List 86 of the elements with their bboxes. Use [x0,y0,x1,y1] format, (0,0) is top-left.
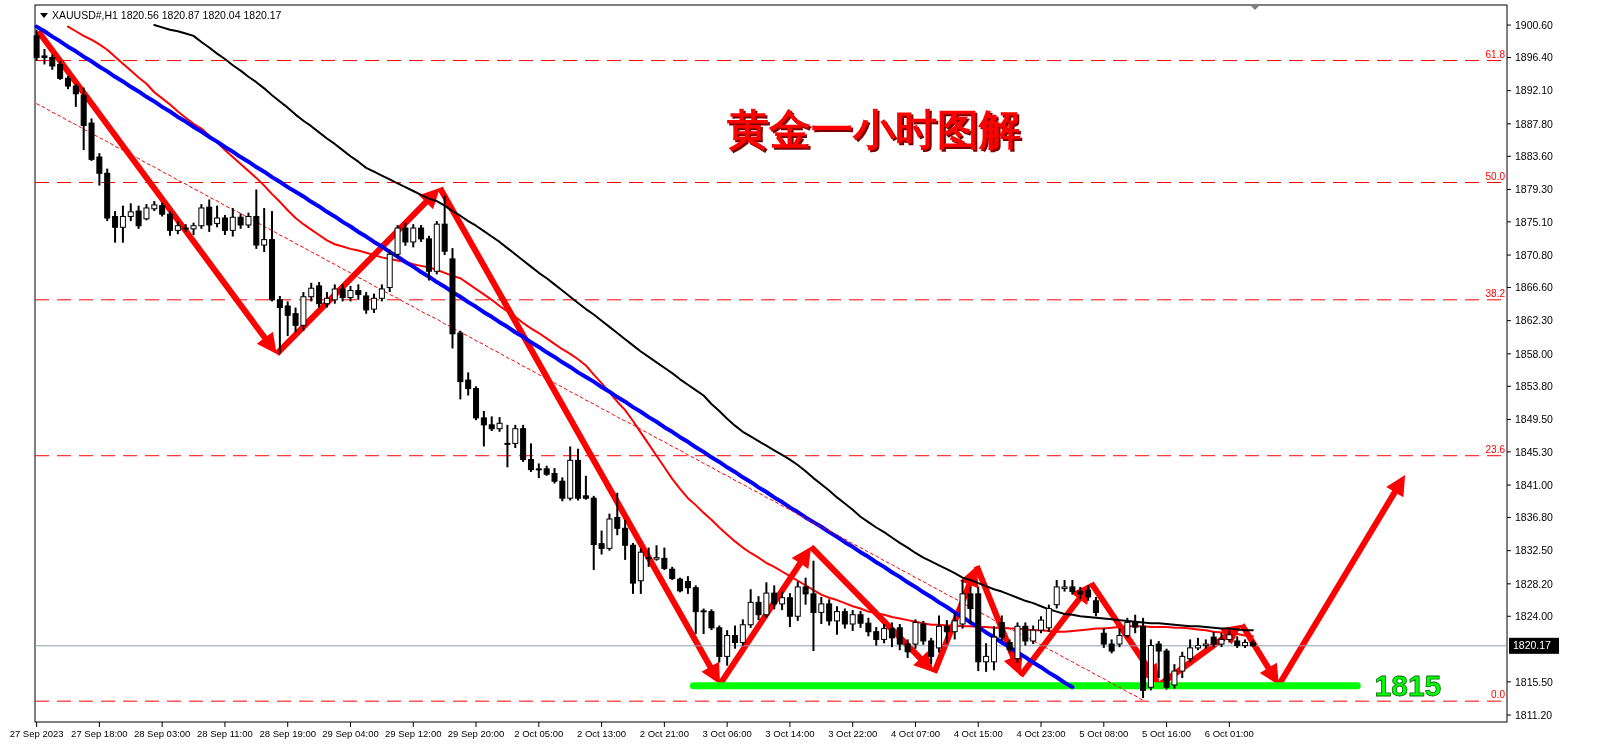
candlestick [724,629,731,667]
x-tick-label: 29 Sep 20:00 [447,728,505,739]
y-tick-label: 1815.50 [1515,675,1554,688]
candlestick [363,291,370,315]
y-tick-label: 1892.10 [1515,84,1554,97]
candlestick [834,605,840,636]
annotation: 23.6 [1485,443,1506,455]
x-tick-label: 6 Oct 01:00 [1204,728,1254,739]
y-tick-label: 1879.30 [1515,183,1554,196]
x-tick-label: 2 Oct 05:00 [514,728,564,739]
candlestick [739,618,746,647]
y-tick-label: 1887.80 [1515,117,1554,130]
x-tick-label: 3 Oct 14:00 [765,728,815,739]
annotation: 38.2 [1485,287,1506,299]
y-tick-label: 1811.20 [1515,708,1553,721]
candlestick [1030,624,1037,646]
y-tick-label: 1849.50 [1515,413,1554,426]
candlestick [465,371,472,397]
candlestick [826,598,833,627]
x-tick-label: 4 Oct 23:00 [1016,728,1066,739]
y-tick-label: 1896.40 [1515,51,1554,64]
y-tick-label: 1870.80 [1515,248,1554,261]
y-tick-label: 1828.20 [1515,577,1554,590]
text: 黄金一小时图解 [729,107,1023,156]
candlestick [998,614,1005,642]
y-tick-label: 1841.00 [1515,478,1554,491]
candlestick [731,624,738,650]
x-tick-label: 29 Sep 04:00 [322,728,379,739]
y-tick-label: 1862.30 [1515,314,1554,327]
x-tick-label: 5 Oct 16:00 [1142,728,1192,739]
y-tick-label: 1883.60 [1515,149,1554,162]
ref-line-label: 1820.17 [1513,639,1552,652]
y-tick-label: 1845.30 [1515,445,1554,458]
y-tick-label: 1875.10 [1515,215,1554,228]
annotation: 50.0 [1485,170,1506,182]
candlestick [261,206,268,253]
candlestick [881,622,888,645]
line-series [34,24,1075,690]
candlestick [57,59,64,81]
candlestick [167,210,173,237]
x-tick-label: 2 Oct 21:00 [639,728,689,739]
y-tick-label: 1858.00 [1515,347,1554,360]
candlestick [221,213,228,236]
x-tick-label: 3 Oct 06:00 [702,728,752,739]
candlestick [112,210,119,244]
y-tick-label: 1866.60 [1515,281,1554,294]
candlestick [779,590,786,612]
annotation: 0.0 [1491,689,1506,701]
candlestick [786,592,793,629]
x-tick-label: 3 Oct 22:00 [828,728,878,739]
annotation: XAUUSD#,H1 1820.56 1820.87 1820.04 1820.17 [52,9,282,21]
x-tick-label: 28 Sep 11:00 [197,728,253,739]
candlestick [983,642,990,673]
x-tick-label: 27 Sep 18:00 [71,728,128,739]
candlestick [527,442,534,473]
ref-line-label: 1815 [1374,669,1442,703]
x-tick-label: 5 Oct 08:00 [1079,728,1129,739]
candlestick [480,409,487,448]
candlestick [1092,595,1099,618]
y-tick-label: 1836.80 [1515,511,1554,524]
y-tick-label: 1824.00 [1515,609,1554,622]
y-tick-label: 1832.50 [1515,544,1554,557]
candlestick [316,281,323,309]
x-tick-label: 4 Oct 15:00 [953,728,1003,739]
candlestick [841,607,848,630]
candlestick [214,204,221,229]
y-tick-label: 1853.80 [1515,379,1554,392]
x-tick-label: 28 Sep 19:00 [259,728,316,739]
x-tick-label: 28 Sep 03:00 [133,728,191,739]
candlestick [371,292,378,314]
candlestick [928,636,935,666]
x-tick-label: 27 Sep 2023 [9,728,64,739]
x-tick-label: 29 Sep 12:00 [384,728,442,739]
candlestick [622,518,629,561]
candlestick [119,204,126,244]
candlestick [276,294,283,355]
y-tick-label: 1900.60 [1515,18,1554,31]
x-tick-label: 4 Oct 07:00 [890,728,941,739]
annotation: 61.8 [1485,48,1506,60]
x-tick-label: 2 Oct 13:00 [577,728,627,739]
candlestick [582,474,589,501]
candlestick [936,614,943,654]
candlestick [1187,638,1194,664]
candlestick [888,621,895,649]
candlestick [943,619,950,645]
candlestick [72,82,79,108]
